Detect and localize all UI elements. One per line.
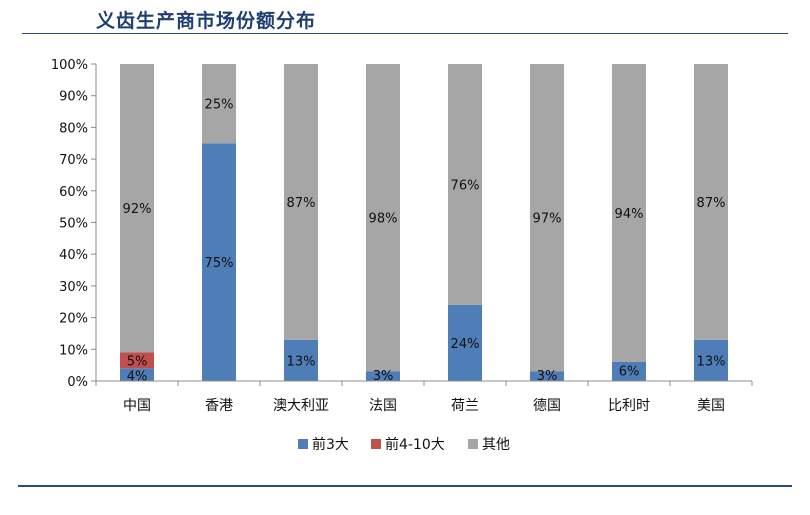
y-tick-label: 80% xyxy=(59,121,88,136)
bar-segment xyxy=(694,64,728,340)
data-label: 98% xyxy=(369,212,398,227)
y-tick-label: 70% xyxy=(59,153,88,168)
legend-label: 其他 xyxy=(482,437,510,453)
y-tick-label: 30% xyxy=(59,280,88,295)
data-label: 92% xyxy=(123,202,152,217)
x-tick-label: 法国 xyxy=(369,398,397,414)
bar-segment xyxy=(120,352,154,369)
bar-segment xyxy=(284,339,318,381)
y-tick-label: 90% xyxy=(59,90,88,105)
data-label: 75% xyxy=(205,256,234,271)
y-tick-label: 60% xyxy=(59,185,88,200)
bar-segment xyxy=(202,64,236,144)
data-label: 5% xyxy=(127,354,148,369)
chart-title: 义齿生产商市场份额分布 xyxy=(96,10,317,32)
data-label: 94% xyxy=(615,207,644,222)
x-tick-label: 比利时 xyxy=(608,398,650,414)
data-label: 4% xyxy=(127,370,148,385)
x-tick-label: 德国 xyxy=(533,398,561,414)
bar-segment xyxy=(202,143,236,381)
y-tick-label: 100% xyxy=(51,58,88,73)
bar-segment xyxy=(530,64,564,372)
x-tick-label: 中国 xyxy=(123,398,151,414)
data-label: 87% xyxy=(697,196,726,211)
bar-segment xyxy=(120,368,154,381)
legend-label: 前4-10大 xyxy=(385,436,445,453)
bar-segment xyxy=(612,64,646,362)
x-tick-label: 澳大利亚 xyxy=(273,398,329,414)
data-label: 3% xyxy=(537,369,558,384)
data-label: 13% xyxy=(287,354,316,369)
legend-swatch xyxy=(298,439,308,449)
data-label: 25% xyxy=(205,98,234,113)
y-tick-label: 10% xyxy=(59,343,88,358)
legend-swatch xyxy=(468,439,478,449)
x-tick-label: 美国 xyxy=(697,398,725,414)
data-label: 97% xyxy=(533,212,562,227)
legend-swatch xyxy=(371,439,381,449)
bar-segment xyxy=(448,304,482,381)
data-label: 13% xyxy=(697,354,726,369)
bar-segment xyxy=(694,339,728,381)
bar-segment xyxy=(530,371,564,381)
title-divider xyxy=(22,33,788,34)
y-tick-label: 0% xyxy=(67,375,88,390)
y-tick-label: 40% xyxy=(59,248,88,263)
bar-segment xyxy=(366,64,400,372)
bar-segment xyxy=(448,64,482,305)
data-label: 87% xyxy=(287,196,316,211)
bar-segment xyxy=(120,64,154,353)
legend-label: 前3大 xyxy=(312,436,349,453)
bar-segment xyxy=(366,371,400,381)
y-tick-label: 50% xyxy=(59,217,88,232)
data-label: 24% xyxy=(451,337,480,352)
x-tick-label: 荷兰 xyxy=(451,398,479,414)
y-tick-label: 20% xyxy=(59,312,88,327)
footer-divider xyxy=(18,485,792,487)
x-tick-label: 香港 xyxy=(205,398,233,414)
bar-segment xyxy=(284,64,318,340)
data-label: 6% xyxy=(619,364,640,379)
bar-segment xyxy=(612,361,646,381)
data-label: 3% xyxy=(373,369,394,384)
data-label: 76% xyxy=(451,178,480,193)
